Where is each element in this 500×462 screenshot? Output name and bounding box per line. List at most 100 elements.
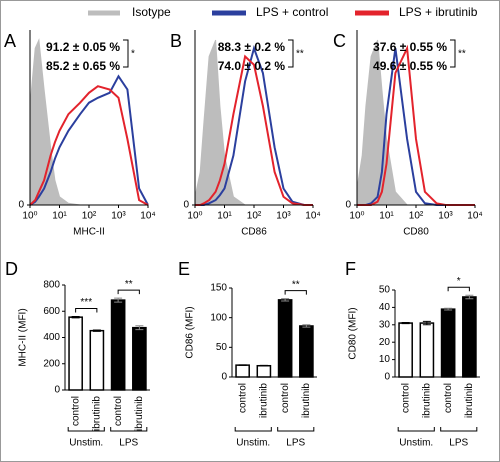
significance-bracket bbox=[75, 308, 98, 313]
y-tick-label: 10 bbox=[379, 354, 391, 365]
x-tick-label: control bbox=[280, 383, 291, 413]
group-label: LPS bbox=[449, 438, 468, 449]
y-tick-label: 0 bbox=[221, 372, 227, 383]
group-bracket bbox=[277, 427, 315, 432]
group-label: Unstim. bbox=[399, 438, 433, 449]
significance-label: ** bbox=[458, 49, 466, 60]
error-bar bbox=[444, 307, 453, 311]
bar bbox=[462, 296, 477, 378]
panel-letter: A bbox=[4, 31, 16, 51]
bar bbox=[235, 364, 250, 378]
panel-letter: E bbox=[178, 259, 190, 279]
significance-bracket bbox=[117, 289, 140, 295]
x-tick-label: control bbox=[237, 383, 248, 413]
y-tick-label: 20 bbox=[379, 337, 391, 348]
y-axis-label: MHC-II (MFI) bbox=[18, 308, 29, 366]
x-tick-label: 10³ bbox=[111, 211, 126, 222]
x-tick-label: 10¹ bbox=[379, 211, 394, 222]
x-tick-label: control bbox=[400, 383, 411, 413]
significance-label: ** bbox=[292, 279, 300, 290]
x-axis-label: CD86 bbox=[241, 227, 267, 238]
error-bar bbox=[92, 329, 101, 332]
y-tick-label: 0 bbox=[54, 385, 60, 396]
x-tick-label: 10² bbox=[409, 211, 424, 222]
bar bbox=[68, 316, 83, 391]
significance-label: * bbox=[457, 276, 461, 287]
x-tick-label: ibrutinib bbox=[301, 383, 312, 418]
x-tick-label: control bbox=[113, 396, 124, 426]
error-bar bbox=[465, 294, 474, 300]
bar bbox=[132, 326, 147, 391]
stat-label: 91.2 ± 0.05 % bbox=[46, 40, 120, 54]
y-tick-label: 50 bbox=[379, 285, 391, 296]
y-axis-label: CD80 (MFI) bbox=[348, 307, 359, 359]
y-tick-label: 0 bbox=[18, 200, 24, 211]
x-tick-label: ibrutinib bbox=[422, 383, 433, 418]
error-bar bbox=[302, 324, 311, 328]
x-tick-label: ibrutinib bbox=[92, 396, 103, 431]
group-label: LPS bbox=[286, 438, 305, 449]
bar bbox=[256, 364, 272, 378]
error-bar bbox=[135, 325, 144, 331]
bar bbox=[440, 308, 456, 378]
x-tick-label: control bbox=[70, 396, 81, 426]
error-bar bbox=[259, 364, 268, 367]
stat-label: 88.3 ± 0.2 % bbox=[218, 40, 286, 54]
bar bbox=[277, 299, 293, 378]
legend-label: Isotype bbox=[132, 5, 171, 19]
group-bracket bbox=[110, 427, 148, 432]
x-tick-label: 10² bbox=[82, 211, 97, 222]
significance-bracket bbox=[450, 39, 456, 68]
x-tick-label: ibrutinib bbox=[464, 383, 475, 418]
group-bracket bbox=[234, 427, 272, 432]
error-bar bbox=[114, 297, 123, 303]
panel-letter: F bbox=[345, 259, 356, 279]
y-tick-label: 150 bbox=[210, 283, 227, 294]
group-label: Unstim. bbox=[69, 438, 103, 449]
x-tick-label: 10⁰ bbox=[22, 211, 37, 222]
error-bar bbox=[71, 316, 80, 319]
x-tick-label: 10⁰ bbox=[349, 211, 364, 222]
bar bbox=[398, 322, 413, 378]
histogram-curve bbox=[195, 44, 313, 206]
bar bbox=[89, 329, 105, 391]
significance-bracket bbox=[447, 286, 470, 292]
y-tick-label: 0 bbox=[345, 200, 351, 211]
histogram-curve bbox=[29, 85, 149, 206]
y-tick-label: 30 bbox=[379, 319, 391, 330]
y-tick-label: 40 bbox=[379, 302, 391, 313]
bar bbox=[419, 322, 435, 378]
significance-bracket bbox=[288, 39, 294, 68]
group-bracket bbox=[397, 427, 435, 432]
x-tick-label: 10¹ bbox=[217, 211, 232, 222]
x-tick-label: 10⁴ bbox=[467, 211, 482, 222]
x-tick-label: 10⁰ bbox=[187, 211, 202, 222]
error-bar bbox=[238, 364, 247, 366]
panel-letter: C bbox=[333, 31, 346, 51]
significance-bracket bbox=[284, 290, 307, 295]
stat-label: 85.2 ± 0.65 % bbox=[46, 59, 120, 73]
legend-label: LPS + ibrutinib bbox=[399, 5, 478, 19]
error-bar bbox=[281, 298, 290, 302]
x-tick-label: ibrutinib bbox=[259, 383, 270, 418]
y-tick-label: 100 bbox=[210, 312, 227, 323]
significance-label: ** bbox=[296, 49, 304, 60]
y-tick-label: 800 bbox=[43, 280, 60, 291]
stat-label: 37.6 ± 0.55 % bbox=[373, 40, 447, 54]
y-tick-label: 0 bbox=[384, 372, 390, 383]
x-tick-label: 10⁴ bbox=[140, 211, 155, 222]
significance-label: * bbox=[131, 49, 135, 60]
x-tick-label: control bbox=[443, 383, 454, 413]
legend-label: LPS + control bbox=[256, 5, 328, 19]
x-tick-label: 10² bbox=[247, 211, 262, 222]
y-tick-label: 50 bbox=[216, 342, 228, 353]
y-tick-label: 600 bbox=[43, 306, 60, 317]
histogram-curve bbox=[29, 74, 149, 206]
bar bbox=[110, 299, 126, 391]
bar bbox=[299, 325, 314, 378]
y-tick-label: 200 bbox=[43, 358, 60, 369]
group-bracket bbox=[67, 427, 105, 432]
stat-label: 74.0 ± 0.2 % bbox=[218, 59, 286, 73]
group-bracket bbox=[440, 427, 478, 432]
